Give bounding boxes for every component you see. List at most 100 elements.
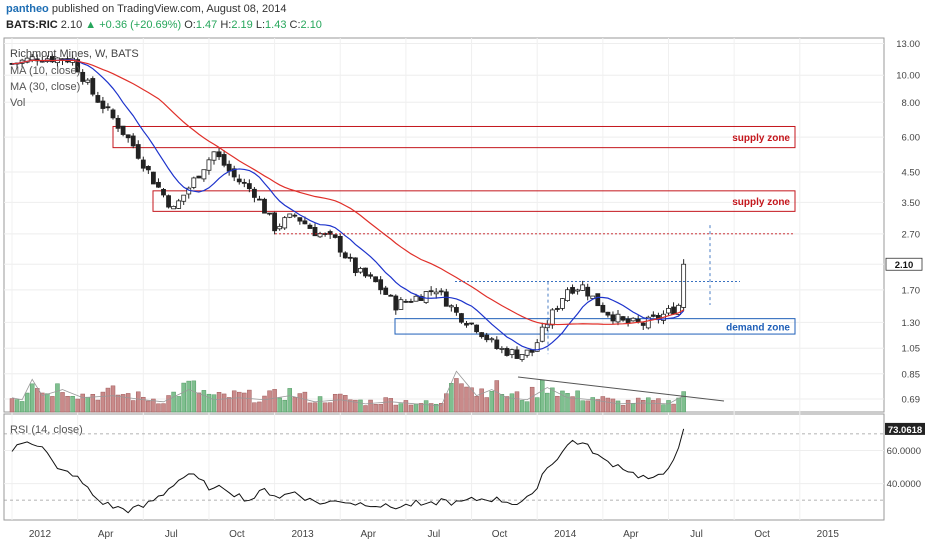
volume-bar (469, 387, 474, 413)
volume-bar (257, 401, 262, 413)
volume-bar (368, 399, 373, 413)
candle-body (408, 300, 414, 303)
moving-averages (11, 59, 685, 351)
volume-bar (211, 394, 217, 413)
zone-box (394, 318, 796, 335)
rsi-tick-label: 40.0000 (887, 479, 921, 490)
candle-body (221, 154, 227, 166)
candle-body (635, 318, 641, 323)
candle-body (171, 205, 177, 210)
candle-body (226, 163, 232, 172)
candle-body (443, 291, 449, 307)
x-tick-label: Oct (492, 529, 508, 540)
candle-body (625, 318, 631, 324)
volume-bar (393, 404, 399, 413)
volume-bar (428, 403, 434, 413)
candle-body (39, 60, 45, 63)
volume-bar (151, 398, 156, 413)
volume-bar (181, 382, 186, 413)
volume-bar (65, 395, 70, 413)
candle-body (555, 308, 560, 310)
volume-bar (656, 398, 661, 413)
y-tick-label: 0.85 (902, 369, 921, 380)
volume-bar (605, 397, 611, 413)
author-link[interactable]: pantheo (6, 3, 49, 15)
volume-bar (580, 400, 585, 413)
candle-body (464, 322, 469, 326)
volume-bar (560, 390, 565, 413)
volume-bar (136, 391, 141, 413)
volume-bar (45, 393, 50, 413)
y-tick-label: 1.05 (902, 344, 921, 355)
volume-bar (24, 392, 30, 413)
change-arrow: ▲ (85, 19, 97, 31)
candle-body (388, 294, 394, 297)
volume-bar (545, 392, 550, 413)
candles (9, 54, 687, 362)
x-tick-label: 2012 (29, 529, 52, 540)
volume-bar (590, 397, 595, 413)
candle-body (115, 117, 121, 129)
candle-body (474, 324, 480, 333)
volume-bar (171, 391, 176, 413)
zone-box (112, 125, 796, 149)
legend-title: Richmont Mines, W, BATS (10, 48, 139, 60)
volume-bar (247, 389, 252, 413)
rsi-pane-frame (3, 413, 885, 521)
volume-bar (641, 400, 646, 413)
symbol[interactable]: BATS:RIC (6, 19, 58, 31)
volume-bar (75, 398, 80, 413)
candle-body (438, 290, 444, 293)
x-tick-label: 2013 (291, 529, 314, 540)
candle-body (575, 289, 580, 292)
candle-body (282, 217, 288, 229)
volume-bar (80, 393, 85, 413)
candle-body (307, 224, 313, 229)
candle-body (418, 295, 424, 301)
x-tick-label: Apr (98, 529, 114, 540)
candle-body (125, 134, 131, 139)
volume-bar (646, 397, 651, 413)
candle-body (246, 183, 252, 190)
volume-bar (519, 400, 525, 413)
grid (3, 37, 885, 521)
volume-trend-line (517, 376, 725, 402)
volume-bar (19, 401, 25, 413)
candle-body (358, 268, 363, 273)
volume-bar (600, 396, 606, 413)
volume-bar (302, 391, 308, 413)
candle-body (257, 198, 262, 201)
volume-bar (252, 402, 257, 413)
volume-bar (221, 393, 227, 413)
chart-header: pantheo published on TradingView.com, Au… (4, 0, 924, 38)
volume-bar (398, 403, 404, 413)
candle-body (24, 57, 30, 63)
candle-body (534, 342, 540, 352)
legend-vol: Vol (10, 97, 25, 109)
candle-body (120, 125, 126, 135)
volume-bar (514, 391, 520, 413)
volume-bar (338, 393, 343, 413)
volume-bar (635, 397, 641, 413)
volume-bar (237, 391, 242, 413)
volume-bar (60, 392, 65, 413)
volume-bar (439, 403, 444, 413)
volume-bar (661, 404, 666, 413)
volume-bar (166, 395, 171, 413)
volume-bar (292, 397, 298, 413)
candle-body (666, 307, 671, 314)
volume-bar (620, 405, 626, 413)
volume-bar (610, 398, 616, 413)
volume-bar (312, 402, 318, 413)
volume-bar (50, 396, 55, 413)
candle-body (156, 181, 161, 188)
candle-body (161, 188, 166, 196)
candle-body (580, 284, 586, 291)
candle-body (363, 267, 368, 277)
volume-bar (651, 400, 656, 413)
volume-bar (125, 393, 131, 413)
candle-body (145, 166, 151, 171)
candle-body (297, 217, 303, 222)
volume-bar (130, 400, 136, 413)
